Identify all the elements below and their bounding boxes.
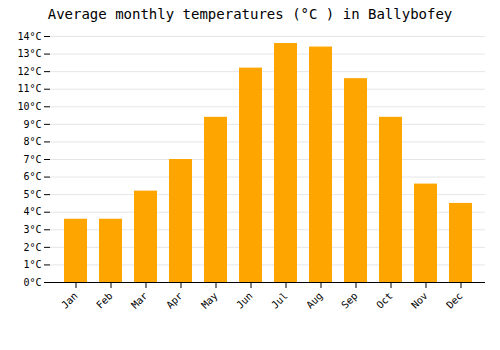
svg-text:9°C: 9°C xyxy=(23,119,41,130)
svg-text:3°C: 3°C xyxy=(23,224,41,235)
svg-text:Feb: Feb xyxy=(94,290,115,311)
svg-text:Jun: Jun xyxy=(234,290,255,311)
svg-text:Oct: Oct xyxy=(374,290,395,311)
svg-text:Jan: Jan xyxy=(59,290,80,311)
svg-text:14°C: 14°C xyxy=(17,31,41,42)
svg-text:8°C: 8°C xyxy=(23,136,41,147)
svg-text:0°C: 0°C xyxy=(23,277,41,288)
svg-text:13°C: 13°C xyxy=(17,48,41,59)
svg-text:Dec: Dec xyxy=(444,290,465,311)
svg-text:4°C: 4°C xyxy=(23,206,41,217)
svg-text:May: May xyxy=(199,290,220,311)
svg-text:11°C: 11°C xyxy=(17,83,41,94)
svg-text:Apr: Apr xyxy=(164,290,185,311)
svg-text:Sep: Sep xyxy=(339,290,360,311)
svg-text:1°C: 1°C xyxy=(23,259,41,270)
svg-text:7°C: 7°C xyxy=(23,154,41,165)
svg-text:2°C: 2°C xyxy=(23,242,41,253)
svg-text:Mar: Mar xyxy=(129,290,150,311)
html-text:Average monthly temperatures (: Average monthly temperatures (°C ) in Ba… xyxy=(47,6,453,22)
svg-text:5°C: 5°C xyxy=(23,189,41,200)
svg-text:10°C: 10°C xyxy=(17,101,41,112)
svg-text:12°C: 12°C xyxy=(17,66,41,77)
svg-text:Nov: Nov xyxy=(409,290,430,311)
svg-text:6°C: 6°C xyxy=(23,171,41,182)
svg-text:Jul: Jul xyxy=(269,290,290,311)
svg-text:Aug: Aug xyxy=(304,290,325,311)
